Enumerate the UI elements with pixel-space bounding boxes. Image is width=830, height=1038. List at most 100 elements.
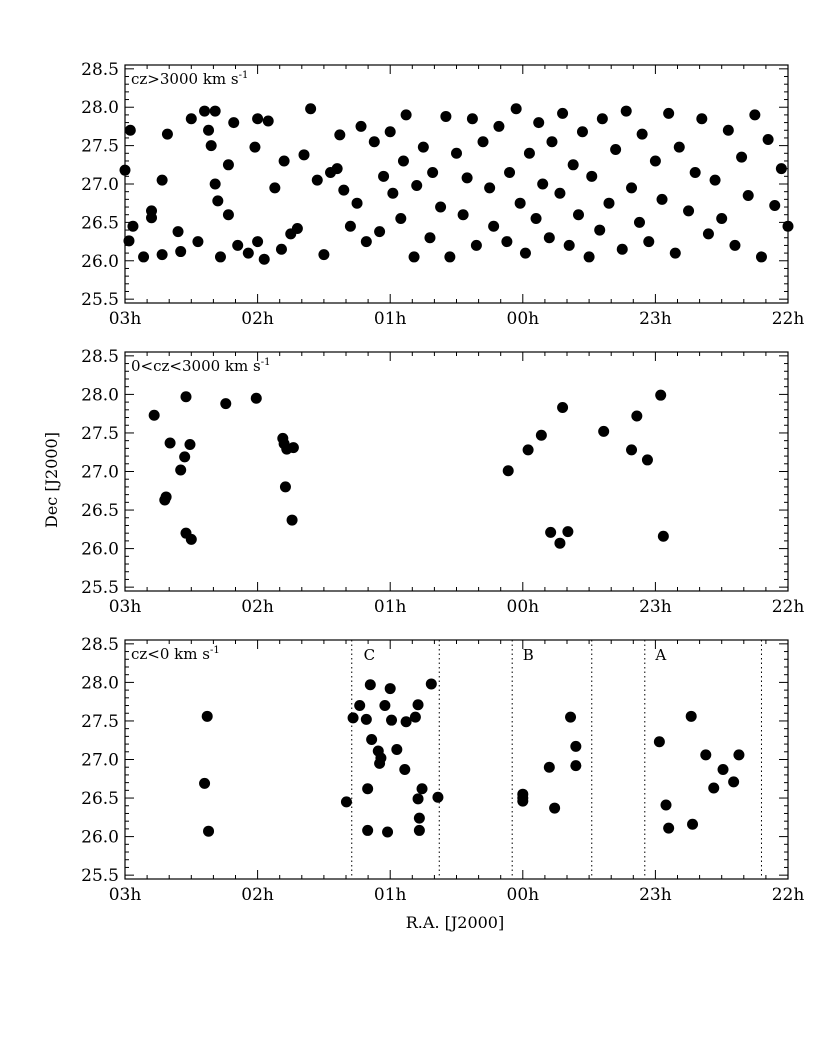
- data-point: [653, 736, 665, 748]
- x-tick-label: 23h: [639, 309, 672, 329]
- data-point: [545, 526, 557, 538]
- data-point: [148, 409, 160, 421]
- y-tick-label: 28.0: [81, 385, 119, 405]
- data-point: [700, 749, 712, 761]
- data-point: [457, 209, 469, 221]
- data-point: [387, 187, 399, 199]
- data-point: [364, 679, 376, 691]
- x-tick-label: 23h: [639, 597, 672, 617]
- data-point: [683, 205, 695, 217]
- data-point: [413, 824, 425, 836]
- data-point: [384, 126, 396, 138]
- data-point: [470, 239, 482, 251]
- data-point: [412, 699, 424, 711]
- region-label: A: [654, 646, 666, 664]
- data-point: [729, 239, 741, 251]
- data-point: [717, 764, 729, 776]
- data-point: [360, 713, 372, 725]
- data-point: [549, 802, 561, 814]
- data-point: [382, 826, 394, 838]
- x-tick-label: 00h: [507, 309, 540, 329]
- panel-3: 03h 02h 01h 00h 23h 22h 25.5 26.0 26.5 27.0 27.5 28…: [81, 635, 804, 905]
- data-point: [278, 155, 290, 167]
- data-point: [249, 141, 261, 153]
- data-point: [362, 783, 374, 795]
- panel-2: 03h 02h 01h 00h 23h 22h 25.5 26.0 26.5 27.0 27.5 28…: [81, 347, 804, 617]
- data-point: [291, 223, 303, 235]
- data-point: [199, 105, 211, 117]
- data-point: [769, 199, 781, 211]
- data-point: [663, 822, 675, 834]
- y-tick-label: 27.0: [81, 751, 119, 771]
- x-tick-label: 23h: [639, 885, 672, 905]
- data-point: [733, 749, 745, 761]
- data-point: [354, 700, 366, 712]
- panel-label-superscript: -1: [239, 70, 249, 81]
- panels: 03h 02h 01h 00h 23h 22h 25.5 26.0 26.5 27.0 27.5 28…: [81, 60, 804, 905]
- data-point: [596, 113, 608, 125]
- data-point: [696, 113, 708, 125]
- data-point: [543, 232, 555, 244]
- data-point: [728, 776, 740, 788]
- data-point: [175, 246, 187, 258]
- panel-1: 03h 02h 01h 00h 23h 22h 25.5 26.0 26.5 27.0 27.5 28…: [81, 60, 804, 329]
- data-point: [146, 205, 158, 217]
- data-point: [522, 444, 534, 456]
- data-point: [119, 164, 131, 176]
- data-point: [160, 491, 172, 503]
- x-tick-label: 22h: [772, 597, 805, 617]
- data-point: [663, 107, 675, 119]
- data-point: [432, 791, 444, 803]
- data-point: [775, 163, 787, 175]
- x-tick-label: 02h: [241, 309, 274, 329]
- y-tick-label: 28.5: [81, 635, 119, 655]
- panel-label: 0<cz<3000 km s-1: [131, 357, 270, 375]
- data-point: [570, 740, 582, 752]
- data-point: [205, 140, 217, 152]
- data-point: [127, 220, 139, 232]
- y-tick-label: 27.5: [81, 424, 119, 444]
- data-point: [201, 710, 213, 722]
- data-point: [716, 213, 728, 225]
- data-point: [424, 232, 436, 244]
- panel-label-main: cz>3000 km s: [131, 70, 239, 88]
- data-point: [660, 799, 672, 811]
- panel-label-main: 0<cz<3000 km s: [131, 357, 261, 375]
- x-tick-label: 02h: [241, 885, 274, 905]
- data-point: [242, 247, 254, 259]
- data-point: [305, 103, 317, 115]
- data-point: [408, 251, 420, 263]
- data-point: [565, 711, 577, 723]
- region-label: B: [523, 646, 534, 664]
- x-axis-title: R.A. [J2000]: [406, 913, 504, 932]
- data-point: [722, 124, 734, 136]
- y-tick-label: 25.5: [81, 866, 119, 886]
- data-point: [338, 184, 350, 196]
- data-point: [570, 760, 582, 772]
- data-point: [214, 251, 226, 263]
- data-point: [156, 249, 168, 261]
- region-label: C: [364, 646, 375, 664]
- data-point: [576, 126, 588, 138]
- data-point: [425, 678, 437, 690]
- data-point: [514, 197, 526, 209]
- data-point: [395, 213, 407, 225]
- data-point: [782, 220, 794, 232]
- data-point: [384, 683, 396, 695]
- data-point: [755, 251, 767, 263]
- data-point: [649, 155, 661, 167]
- data-point: [180, 391, 192, 403]
- data-point: [742, 190, 754, 202]
- data-point: [598, 425, 610, 437]
- panel-label-superscript: -1: [210, 645, 220, 656]
- data-point: [379, 700, 391, 712]
- y-tick-label: 26.5: [81, 789, 119, 809]
- data-point: [269, 182, 281, 194]
- plot-frame: [124, 64, 789, 304]
- panel-label-main: cz<0 km s: [131, 645, 210, 663]
- data-point: [626, 444, 638, 456]
- data-point: [199, 777, 211, 789]
- x-tick-label: 03h: [109, 885, 142, 905]
- y-tick-label: 27.5: [81, 712, 119, 732]
- data-point: [258, 253, 270, 265]
